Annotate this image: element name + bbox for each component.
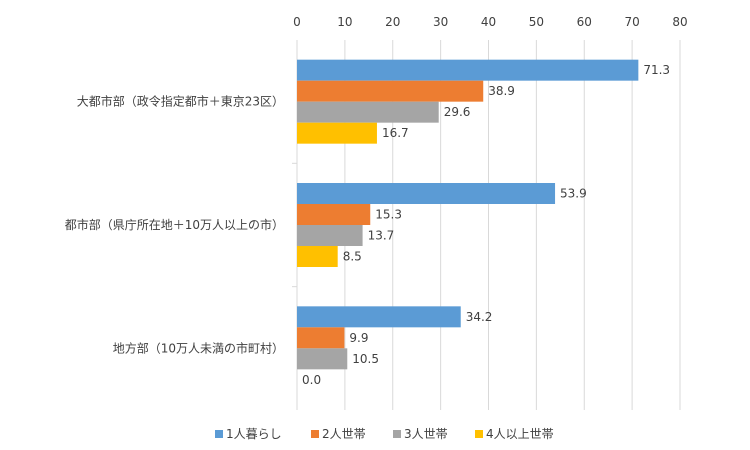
value-axis: 0 10 20 30 40 50 60 70 80: [293, 15, 687, 29]
legend-label: 1人暮らし: [226, 427, 282, 441]
legend-swatch: [475, 430, 483, 438]
data-label: 15.3: [375, 208, 402, 222]
x-tick-label: 80: [672, 15, 687, 29]
legend-label: 3人世帯: [404, 427, 448, 441]
data-label: 13.7: [368, 229, 395, 243]
data-label: 29.6: [444, 105, 471, 119]
legend: 1人暮らし 2人世帯 3人世帯 4人以上世帯: [215, 427, 554, 441]
x-tick-label: 30: [433, 15, 448, 29]
category-axis: 大都市部（政令指定都市＋東京23区） 都市部（県庁所在地＋10万人以上の市） 地方部…: [65, 94, 284, 356]
legend-swatch: [215, 430, 223, 438]
x-tick-label: 50: [529, 15, 544, 29]
x-tick-label: 40: [481, 15, 496, 29]
category-label: 大都市部（政令指定都市＋東京23区）: [77, 94, 284, 109]
legend-swatch: [393, 430, 401, 438]
x-tick-label: 0: [293, 15, 301, 29]
legend-swatch: [311, 430, 319, 438]
data-label: 16.7: [382, 126, 409, 140]
data-label: 53.9: [560, 187, 587, 201]
bar-1: [297, 306, 461, 328]
data-label: 10.5: [352, 352, 379, 366]
data-label: 71.3: [643, 63, 670, 77]
x-tick-label: 60: [577, 15, 592, 29]
bar-2: [297, 204, 371, 225]
bar-1: [297, 183, 556, 204]
bars: [297, 59, 639, 370]
data-label: 38.9: [488, 84, 515, 98]
bar-4: [297, 246, 338, 267]
x-tick-label: 10: [337, 15, 352, 29]
category-label: 地方部（10万人未満の市町村）: [113, 340, 284, 355]
bar-3: [297, 101, 439, 123]
bar-1: [297, 59, 639, 81]
data-label: 0.0: [302, 373, 321, 387]
data-label: 9.9: [349, 331, 368, 345]
bar-3: [297, 348, 348, 370]
data-labels: 71.3 38.9 29.6 16.7 53.9 15.3 13.7 8.5 34.2 9.9 10…: [302, 63, 670, 387]
x-tick-label: 70: [624, 15, 639, 29]
category-label: 都市部（県庁所在地＋10万人以上の市）: [65, 217, 284, 232]
data-label: 8.5: [343, 250, 362, 264]
bar-4: [297, 122, 377, 144]
legend-label: 2人世帯: [322, 427, 366, 441]
bar-2: [297, 80, 484, 102]
data-label: 34.2: [466, 310, 493, 324]
bar-2: [297, 327, 345, 349]
legend-label: 4人以上世帯: [486, 427, 554, 441]
bar-3: [297, 225, 363, 246]
x-tick-label: 20: [385, 15, 400, 29]
